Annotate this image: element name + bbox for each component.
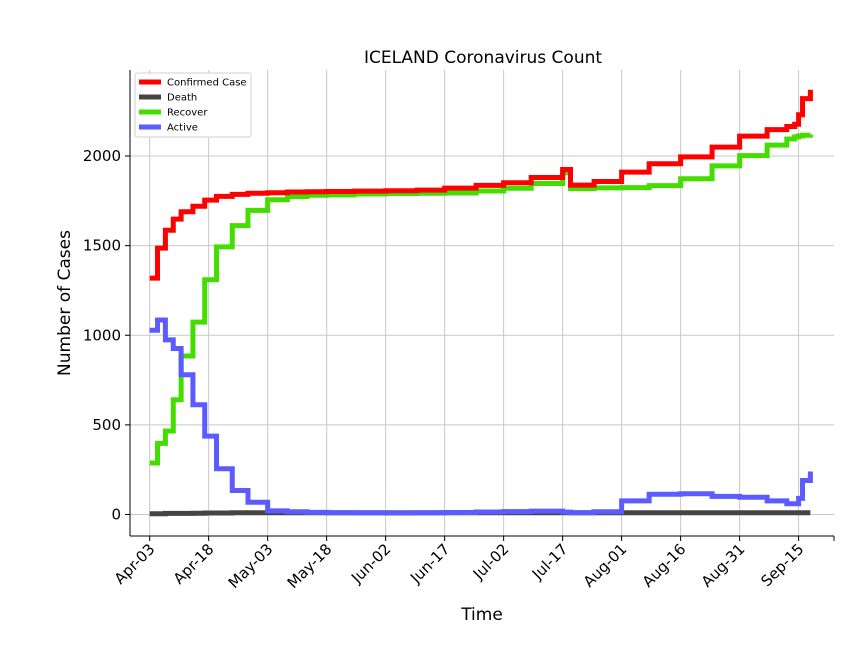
legend-box [134,72,252,138]
series-group [149,89,813,517]
legend-label: Death [167,93,197,104]
x-tick-label: Aug-16 [639,540,690,591]
x-tick-label: Jun-17 [406,540,453,587]
legend-label: Recover [167,108,208,119]
x-tick-label: Aug-31 [698,540,749,591]
x-tick-label: Jun-02 [347,540,394,587]
legend: Confirmed Case Death Recover Active [134,72,252,138]
series-line-active [149,317,813,516]
x-tick-label: Jul-17 [528,540,572,584]
y-axis-label: Number of Cases [55,230,75,376]
y-tick-label: 1500 [83,237,121,255]
x-tick-label: Aug-01 [580,540,631,591]
x-tick-label: May-18 [284,540,336,592]
x-tick-label: May-03 [225,540,277,592]
y-tick-label: 1000 [83,326,121,344]
y-tick-label: 0 [111,505,121,523]
legend-label: Confirmed Case [167,78,247,89]
series-line-confirmed [149,89,813,281]
x-axis-label: Time [460,605,503,625]
x-tick-label: Jul-02 [469,540,513,584]
x-axis: Apr-03 Apr-18 May-03 May-18 Jun-02 Jun-17 Jul-… [111,536,835,592]
chart-title: ICELAND Coronavirus Count [364,48,602,68]
grid [130,70,834,536]
legend-label: Active [167,123,198,134]
series-line-recover [149,132,813,466]
y-axis: 0 500 1000 1500 2000 [83,147,130,523]
x-tick-label: Apr-18 [170,540,218,588]
x-tick-label: Apr-03 [111,540,159,588]
axes-spines [129,70,834,537]
x-tick-label: Sep-15 [757,540,807,590]
y-tick-label: 500 [92,416,121,434]
y-tick-label: 2000 [83,147,121,165]
